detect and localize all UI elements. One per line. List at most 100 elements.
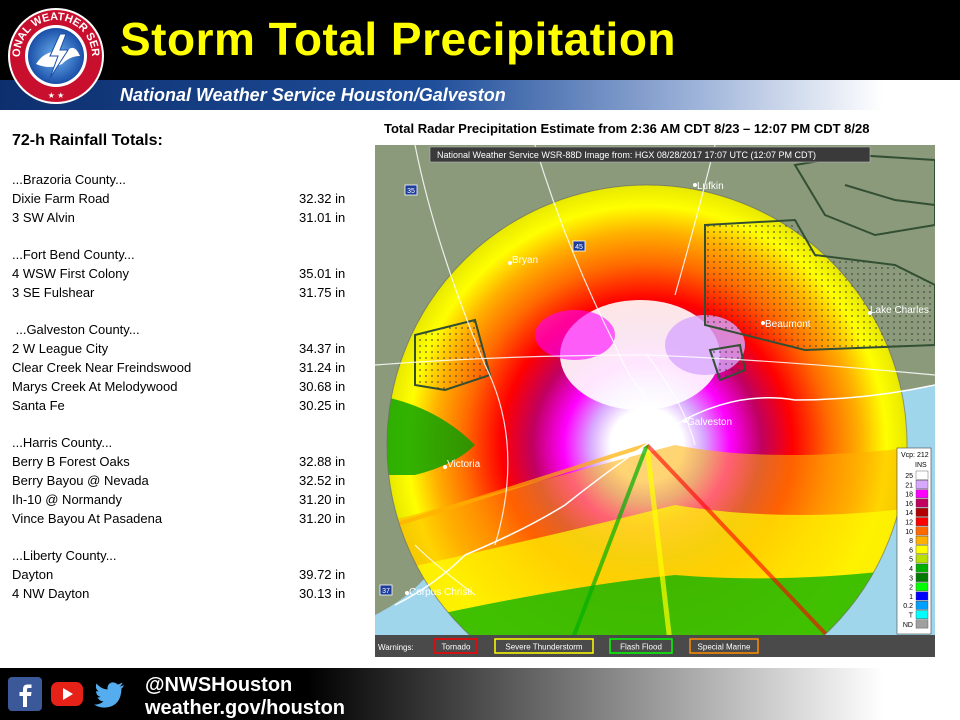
page-subtitle: National Weather Service Houston/Galvest… — [120, 85, 506, 105]
legend-label: ND — [903, 622, 913, 629]
legend-label: 1 — [909, 594, 913, 601]
legend-label: 12 — [905, 520, 913, 527]
warning-items: Tornado Severe Thunderstorm Flash Flood Spe… — [434, 638, 759, 654]
rainfall-row: Berry B Forest Oaks 32.88 in — [12, 452, 357, 471]
rainfall-row: Dixie Farm Road 32.32 in — [12, 189, 357, 208]
city-galveston: Galveston — [687, 417, 732, 428]
rainfall-total: 32.32 in — [299, 191, 346, 206]
legend-header: Vcp: 212 — [901, 452, 929, 459]
legend-label: 14 — [905, 510, 913, 517]
site-name: 3 SW Alvin — [12, 210, 75, 225]
rainfall-row: Marys Creek At Melodywood 30.68 in — [12, 377, 357, 396]
legend-label: 3 — [909, 575, 913, 582]
twitter-handle[interactable]: @NWSHouston — [145, 674, 293, 696]
radar-banner — [429, 146, 871, 163]
legend-label: 21 — [905, 482, 913, 489]
city-beaumont: Beaumont — [765, 319, 811, 330]
svg-text:★ ★: ★ ★ — [48, 91, 65, 100]
legend-label: 25 — [905, 473, 913, 480]
site-name: Berry B Forest Oaks — [12, 454, 130, 469]
rainfall-row: Ih-10 @ Normandy 31.20 in — [12, 490, 357, 509]
rainfall-totals-panel: 72-h Rainfall Totals: ...Brazoria County… — [12, 132, 357, 603]
legend-swatch — [915, 498, 929, 508]
warning-label: Special Marine — [698, 643, 751, 652]
flood-zone-center — [708, 343, 747, 382]
legend-swatch — [915, 526, 929, 536]
site-name: Vince Bayou At Pasadena — [12, 511, 163, 526]
map-title: Total Radar Precipitation Estimate from … — [384, 121, 870, 136]
legend-label: 5 — [909, 557, 913, 564]
warning-box — [609, 638, 673, 654]
youtube-icon[interactable] — [50, 677, 84, 711]
rainfall-row: 4 WSW First Colony 35.01 in — [12, 264, 357, 283]
rainfall-row: 3 SW Alvin 31.01 in — [12, 208, 357, 227]
legend-label: 0.2 — [903, 603, 913, 610]
legend-swatch — [915, 517, 929, 527]
legend-swatch — [915, 535, 929, 545]
county-block: ...Harris County... Berry B Forest Oaks 32… — [12, 433, 357, 528]
county-block: ...Brazoria County... Dixie Farm Road 32.3… — [12, 170, 357, 227]
county-name: ...Fort Bend County... — [12, 247, 135, 262]
legend-label: 16 — [905, 501, 913, 508]
highway-37-label: 37 — [382, 588, 390, 595]
legend-swatch — [915, 619, 929, 629]
city-corpus-christi: Corpus Christi — [409, 587, 472, 598]
site-name: 3 SE Fulshear — [12, 285, 95, 300]
city-lake-charles: Lake Charles — [870, 305, 929, 316]
legend-unit: INS — [915, 462, 927, 469]
site-name: Ih-10 @ Normandy — [12, 492, 123, 507]
site-name: Marys Creek At Melodywood — [12, 379, 178, 394]
rainfall-total: 31.01 in — [299, 210, 346, 225]
legend-swatch — [915, 470, 929, 480]
radar-west-green — [387, 395, 475, 475]
rainfall-total: 34.37 in — [299, 341, 346, 356]
legend-label: 6 — [909, 547, 913, 554]
page-title: Storm Total Precipitation — [120, 13, 677, 65]
rainfall-row: Clear Creek Near Freindswood 31.24 in — [12, 358, 357, 377]
legend-swatch — [915, 480, 929, 489]
warning-box — [434, 638, 478, 654]
legend-swatch — [915, 591, 929, 601]
warning-box — [494, 638, 594, 654]
warning-label: Tornado — [442, 643, 471, 652]
legend-label: 18 — [905, 492, 913, 499]
rainfall-row: Berry Bayou @ Nevada 32.52 in — [12, 471, 357, 490]
rainfall-total: 39.72 in — [299, 567, 346, 582]
rainfall-total: 35.01 in — [299, 266, 346, 281]
rainfall-total: 31.24 in — [299, 360, 346, 375]
rainfall-row: 3 SE Fulshear 31.75 in — [12, 283, 357, 302]
site-name: 2 W League City — [12, 341, 109, 356]
legend-label: 4 — [909, 566, 913, 573]
warning-label: Flash Flood — [620, 643, 662, 652]
county-name: ...Brazoria County... — [12, 172, 126, 187]
warnings-label: Warnings: — [378, 643, 414, 652]
legend-label: 2 — [909, 585, 913, 592]
rainfall-row: Santa Fe 30.25 in — [12, 396, 357, 415]
site-name: 4 NW Dayton — [12, 586, 90, 601]
county-block: ...Liberty County... Dayton 39.72 in 4 NW D… — [12, 546, 357, 603]
rainfall-total: 31.75 in — [299, 285, 346, 300]
footer-bar — [0, 668, 960, 720]
highway-35-label: 35 — [407, 188, 415, 195]
nws-logo-icon: NATIONAL WEATHER SERVICE ★ ★ — [6, 6, 104, 104]
rainfall-row: 4 NW Dayton 30.13 in — [12, 584, 357, 603]
rainfall-total: 30.68 in — [299, 379, 346, 394]
flood-zone-east — [704, 218, 935, 352]
legend-label: 8 — [909, 538, 913, 545]
city-lufkin: Lufkin — [697, 181, 724, 192]
legend-swatch — [915, 582, 929, 592]
radar-precipitation-map: Lufkin Bryan Beaumont Lake Charles Galve… — [375, 145, 935, 657]
warning-label: Severe Thunderstorm — [505, 643, 583, 652]
city-bryan: Bryan — [512, 255, 538, 266]
twitter-icon[interactable] — [93, 677, 127, 711]
rainfall-row: 2 W League City 34.37 in — [12, 339, 357, 358]
site-name: Santa Fe — [12, 398, 65, 413]
legend-swatch — [915, 545, 929, 554]
website-link[interactable]: weather.gov/houston — [145, 697, 346, 719]
warning-box — [689, 638, 759, 654]
header-bar — [0, 0, 960, 80]
facebook-icon[interactable] — [8, 677, 42, 711]
rainfall-totals-title: 72-h Rainfall Totals: — [12, 132, 163, 149]
site-name: Dayton — [12, 567, 54, 582]
